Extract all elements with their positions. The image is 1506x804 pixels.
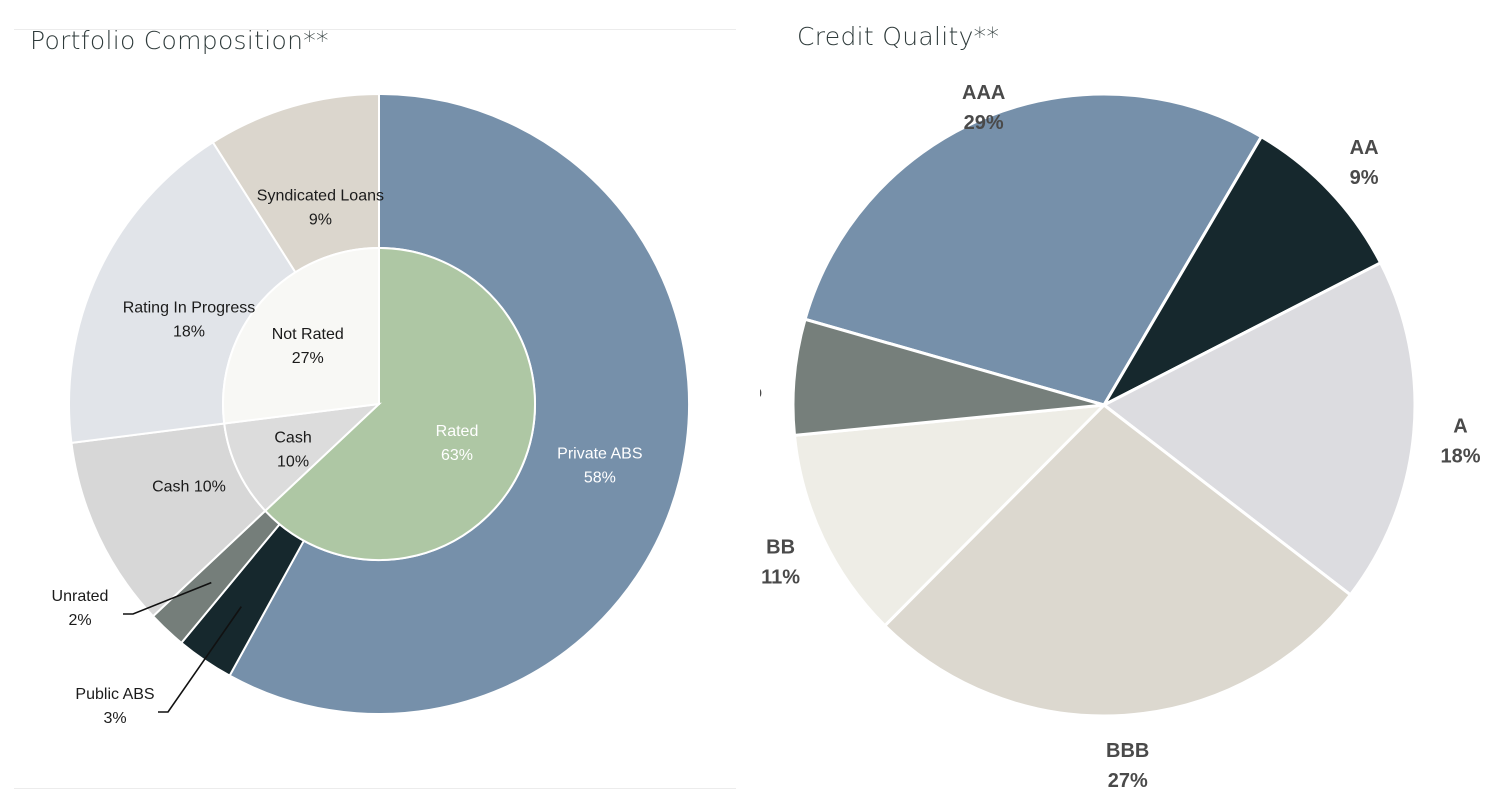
inner-not-rated-label: Not Rated 27%: [272, 326, 344, 367]
outer-syndicated-loans-label: Syndicated Loans 9%: [257, 187, 384, 228]
slice-aa: [1100, 134, 1383, 409]
slice-a-label: A 18%: [1441, 415, 1481, 467]
outer-unrated-leader-line: [123, 581, 212, 615]
portfolio-composition-chart: Rated 63% Cash 10% Not Rated 27% Private ABS 58…: [52, 92, 690, 727]
top-divider: [14, 29, 736, 30]
slice-aaa: [803, 92, 1264, 407]
outer-public-abs-label: Public ABS 3%: [75, 686, 154, 727]
outer-unrated-label: Unrated 2%: [52, 588, 109, 629]
slice-bbb-label: BBB 27%: [1106, 740, 1149, 792]
credit-quality-title: Credit Quality**: [797, 22, 1000, 51]
portfolio-composition-title: Portfolio Composition**: [30, 26, 329, 55]
outer-rating-in-progress-label: Rating In Progress 18%: [123, 300, 256, 341]
outer-public-abs-leader-line: [158, 606, 242, 713]
slice-bb: [792, 403, 1109, 628]
inner-cash-label: Cash 10%: [274, 429, 311, 470]
slice-aaa-label: AAA 29%: [962, 82, 1005, 134]
slice-a: [1101, 260, 1417, 597]
inner-slice-not-rated: [222, 246, 380, 425]
slice-bbb: [882, 403, 1353, 718]
bottom-divider: [14, 788, 736, 789]
outer-private-abs-label: Private ABS 58%: [557, 446, 642, 487]
outer-cash-10-label: Cash 10%: [152, 478, 226, 495]
inner-slice-cash: [223, 402, 382, 513]
slice-bb-label: BB 11%: [761, 537, 800, 589]
slice-b-label: B6%: [760, 351, 762, 403]
inner-slice-rated: [263, 246, 536, 561]
slice-b: [791, 317, 1105, 437]
slice-aa-label: AA 9%: [1350, 137, 1379, 189]
inner-rated-label: Rated 63%: [436, 423, 479, 464]
